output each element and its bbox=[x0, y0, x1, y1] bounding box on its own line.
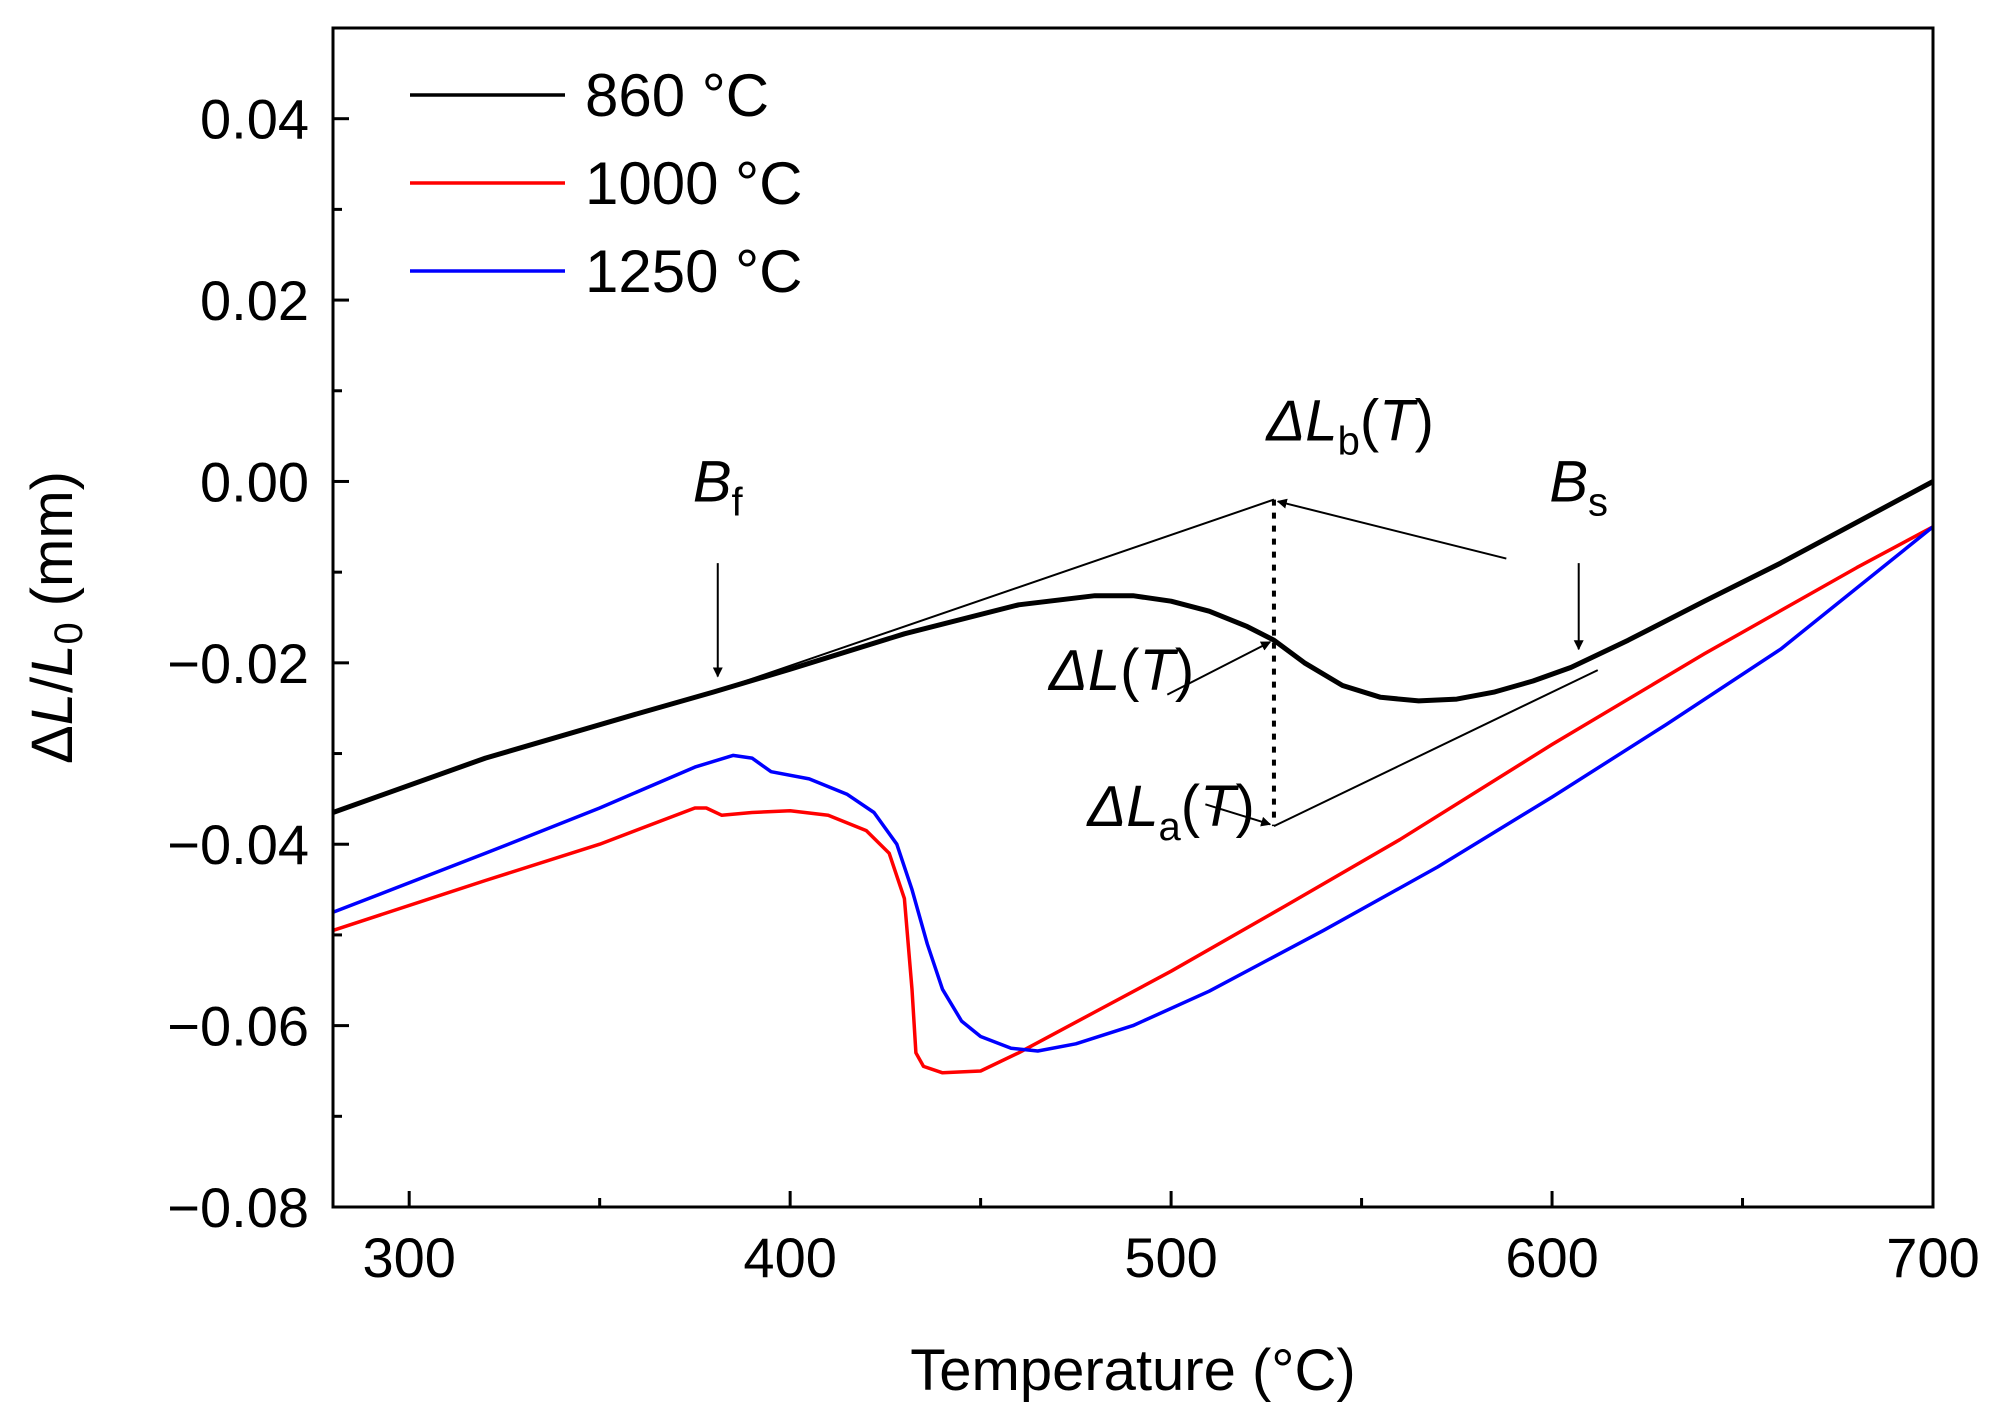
y-axis-title-l0: L bbox=[20, 645, 85, 677]
legend: 860 °C 1000 °C 1250 °C bbox=[410, 62, 802, 305]
annotation-label: Bs bbox=[1549, 449, 1608, 524]
upper-tangent-line bbox=[713, 498, 1275, 693]
x-axis-title: Temperature (°C) bbox=[910, 1338, 1355, 1403]
annotation-main: B bbox=[1549, 449, 1588, 514]
annotation-arrow bbox=[1205, 803, 1272, 827]
plot-area bbox=[332, 479, 1935, 1075]
y-tick-label: 0.02 bbox=[200, 269, 309, 332]
dl-label: ΔL(T) bbox=[1047, 638, 1272, 703]
y-axis-title-unit: (mm) bbox=[20, 471, 85, 606]
annotation-suffix: (T) bbox=[1120, 638, 1194, 703]
annotation-prefix: Δ bbox=[1047, 638, 1088, 703]
y-tick-label: −0.04 bbox=[167, 813, 309, 876]
annotation-suffix: (T) bbox=[1181, 774, 1255, 839]
annotation-label: ΔLb(T) bbox=[1264, 389, 1434, 464]
y-axis-title-l: L bbox=[20, 693, 85, 725]
x-tick-label: 500 bbox=[1124, 1226, 1217, 1289]
annotation-suffix: (T) bbox=[1360, 389, 1434, 454]
y-tick-label: 0.04 bbox=[200, 88, 309, 151]
plot-frame bbox=[331, 26, 1935, 1209]
annotation-prefix: Δ bbox=[1085, 774, 1126, 839]
annotation-arrow bbox=[1166, 641, 1272, 696]
legend-label: 860 °C bbox=[585, 62, 769, 129]
annotation-main: L bbox=[1088, 638, 1120, 703]
y-tick-label: −0.06 bbox=[167, 995, 309, 1058]
annotation-main: B bbox=[693, 449, 732, 514]
annotation-sub: a bbox=[1159, 805, 1182, 849]
bf-label: Bf bbox=[693, 449, 744, 678]
annotation-label: ΔLa(T) bbox=[1085, 774, 1255, 849]
y-axis-title: ΔL/L0(mm) bbox=[20, 471, 91, 764]
annotation-arrow bbox=[1276, 498, 1507, 560]
bs-label: Bs bbox=[1549, 449, 1608, 651]
y-tick-label: 0.00 bbox=[200, 450, 309, 513]
annotation-sub: f bbox=[732, 480, 744, 524]
x-tick-label: 400 bbox=[743, 1226, 836, 1289]
x-tick-label: 600 bbox=[1505, 1226, 1598, 1289]
y-tick-label: −0.02 bbox=[167, 632, 309, 695]
series-line bbox=[332, 479, 1935, 815]
series-line bbox=[332, 525, 1935, 1053]
axis-ticks: 300 400 500 600 700 −0.08 −0.06 −0.04 −0.02 0.00 0… bbox=[167, 88, 1979, 1289]
x-tick-label: 300 bbox=[362, 1226, 455, 1289]
y-axis-title-slash: / bbox=[20, 676, 85, 693]
dla-label: ΔLa(T) bbox=[1085, 774, 1272, 849]
legend-label: 1250 °C bbox=[585, 238, 802, 305]
series-line bbox=[332, 525, 1934, 1075]
y-axis-title-prefix: Δ bbox=[20, 725, 85, 764]
dlb-label: ΔLb(T) bbox=[1264, 389, 1507, 560]
annotation-sub: b bbox=[1338, 420, 1360, 464]
annotation-main: L bbox=[1305, 389, 1337, 454]
annotation-label: ΔL(T) bbox=[1047, 638, 1194, 703]
annotation-prefix: Δ bbox=[1264, 389, 1305, 454]
y-axis-title-sub: 0 bbox=[47, 622, 91, 644]
annotation-sub: s bbox=[1588, 480, 1608, 524]
annotation-main: L bbox=[1126, 774, 1158, 839]
y-tick-label: −0.08 bbox=[167, 1176, 309, 1239]
x-tick-label: 700 bbox=[1886, 1226, 1979, 1289]
annotation-label: Bf bbox=[693, 449, 744, 524]
lower-tangent-line bbox=[1273, 669, 1599, 827]
legend-label: 1000 °C bbox=[585, 150, 802, 217]
